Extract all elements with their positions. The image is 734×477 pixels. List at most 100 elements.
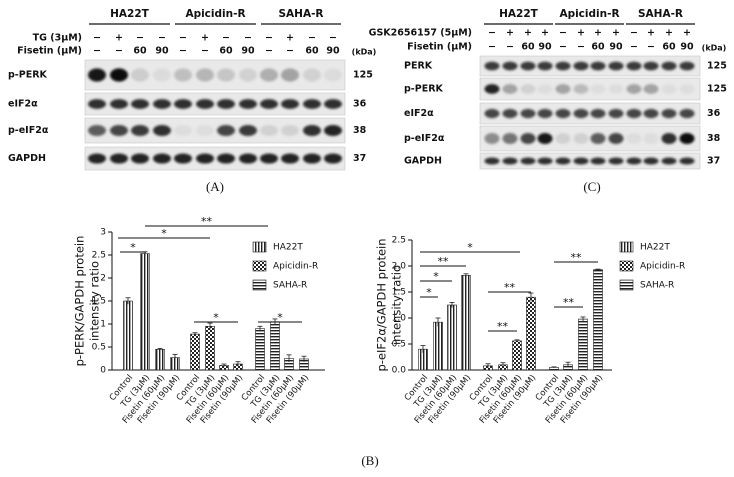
error-bar [528,292,534,302]
band [484,84,500,94]
legend-label: Apicidin-R [640,262,685,272]
legend-swatch [619,279,634,291]
treatment-mark: 60 [133,46,147,57]
band [324,153,342,164]
treatment-mark: − [158,33,166,44]
treatment-mark: 90 [155,46,169,57]
error-bar [514,339,520,342]
band [643,61,659,71]
error-bar [580,316,586,322]
band [131,153,149,164]
band [502,108,518,119]
treatment-mark: 90 [241,46,255,57]
kda-label: 36 [707,108,721,119]
treatment-label: Fisetin (μM) [17,46,82,57]
blot-strip [84,117,346,144]
treatment-mark: − [201,46,209,57]
band [573,61,589,71]
band [537,84,553,94]
band [502,157,518,165]
band [590,61,606,71]
treatment-mark: − [308,33,316,44]
treatment-label: Fisetin (μM) [407,42,472,53]
band [555,84,571,94]
band [303,153,321,164]
legend-label: SAHA-R [640,281,674,291]
treatment-mark: 90 [609,42,623,53]
band [608,133,624,144]
treatment-mark: + [665,28,673,39]
band [484,108,500,119]
band [520,133,536,144]
caption: (C) [583,179,600,194]
kda-label: 38 [353,125,367,136]
row-label: p-PERK [8,70,48,81]
treatment-mark: + [115,33,123,44]
treatment-mark: − [136,33,144,44]
band [239,68,257,82]
band [608,61,624,71]
y-tick-label: 2.5 [392,236,406,246]
band [484,157,500,165]
treatment-mark: 90 [538,42,552,53]
kda-label: 125 [707,61,727,72]
band [661,61,677,71]
error-bar [301,355,307,362]
significance-label: ** [438,255,450,268]
bar [155,348,165,371]
band [110,125,128,136]
band [88,99,106,109]
treatment-mark: − [93,33,101,44]
treatment-mark: − [488,42,496,53]
bar [593,269,603,371]
band [626,108,642,119]
band [573,157,589,165]
treatment-mark: + [286,33,294,44]
treatment-mark: − [265,46,273,57]
row-label: GAPDH [8,153,46,164]
error-bar [595,268,601,271]
significance-label: ** [201,215,213,228]
row-label: eIF2α [404,108,434,119]
treatment-mark: 60 [219,46,233,57]
band [484,61,500,71]
treatment-mark: + [524,28,532,39]
band [661,133,677,144]
kda-label: 125 [353,70,373,81]
kda-label: 38 [707,133,721,144]
error-bar [551,366,557,368]
legend-swatch [252,279,267,291]
kda-label: 37 [707,156,720,167]
legend-label: SAHA-R [273,281,307,291]
band [537,61,553,71]
significance-label: ** [563,296,575,309]
band [590,133,606,144]
band [555,61,571,71]
treatment-mark: − [630,42,638,53]
band [502,84,518,94]
row-label: p-PERK [404,84,444,95]
band [260,99,278,109]
bar [461,275,471,371]
treatment-mark: + [594,28,602,39]
band [679,61,695,71]
group-label: Apicidin-R [559,8,619,20]
treatment-mark: − [222,33,230,44]
error-bar [221,363,227,367]
band [626,157,642,165]
band [196,99,214,109]
band [573,84,589,94]
band [590,157,606,165]
band [260,153,278,164]
treatment-mark: − [179,46,187,57]
treatment-mark: − [506,42,514,53]
band [110,99,128,109]
treatment-mark: 60 [662,42,676,53]
row-label: eIF2α [8,99,38,110]
group-label: Apicidin-R [185,8,245,20]
band [643,108,659,119]
band [303,99,321,109]
y-axis-label: p-PERK/GAPDH protein [73,236,87,367]
bar [447,304,457,371]
